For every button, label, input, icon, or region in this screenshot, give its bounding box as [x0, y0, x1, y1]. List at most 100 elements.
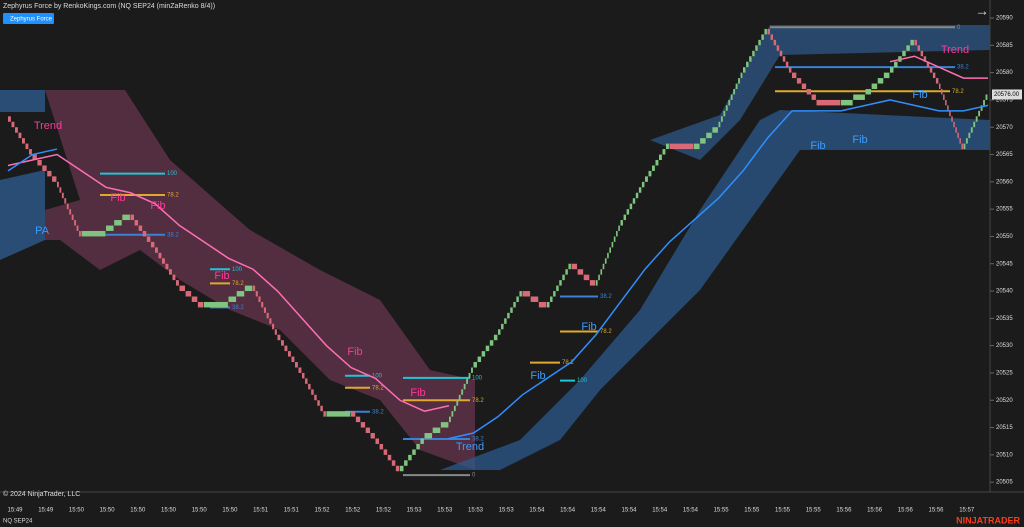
indicator-button-label[interactable]: Zephyrus Force [10, 17, 53, 23]
brick [66, 203, 69, 210]
fib-label: 100 [472, 375, 483, 381]
annotation: Fib [150, 200, 165, 212]
brick [914, 39, 917, 46]
brick [114, 220, 122, 226]
fib-label: 38.2 [600, 294, 612, 300]
brick [79, 230, 81, 237]
brick [725, 105, 728, 111]
brick [562, 274, 565, 281]
brick [134, 220, 139, 226]
renko-segment [914, 39, 939, 84]
brick [176, 280, 179, 286]
brick [481, 351, 486, 357]
y-tick-label: 20525 [996, 371, 1013, 377]
renko-segment [253, 285, 277, 335]
brick [513, 301, 516, 308]
renko-segment [473, 334, 498, 368]
renko-segment [792, 72, 816, 100]
brick [841, 99, 853, 106]
brick [391, 460, 396, 466]
indicator-button[interactable] [3, 13, 54, 24]
fib-label: 0 [472, 473, 476, 479]
brick [52, 176, 57, 182]
x-tick-label: 15:56 [928, 508, 944, 514]
brick [632, 198, 636, 204]
trend-line [7, 55, 988, 412]
brick [626, 209, 630, 215]
y-tick-label: 20550 [996, 234, 1013, 240]
brick [71, 214, 74, 221]
brick [600, 269, 603, 275]
y-tick-label: 20570 [996, 125, 1013, 131]
brick [975, 116, 978, 122]
brick [507, 312, 510, 319]
brick [788, 67, 792, 73]
brick [32, 154, 37, 160]
brick [432, 427, 441, 434]
brick [730, 94, 733, 100]
brick [504, 318, 507, 324]
nav-arrow[interactable]: → [975, 3, 989, 19]
brick [471, 367, 473, 373]
brick [767, 28, 770, 35]
brick [314, 394, 317, 401]
brick [712, 127, 718, 133]
fib-label: 0 [957, 25, 961, 31]
brick [609, 247, 611, 253]
brick [47, 170, 52, 177]
brick [516, 296, 519, 302]
brick [970, 127, 973, 133]
fib-label: 78.2 [952, 89, 964, 95]
brick [917, 45, 921, 51]
brick [645, 176, 648, 182]
brick [906, 45, 910, 51]
brick [902, 50, 906, 57]
brick [949, 110, 951, 117]
brick [370, 433, 375, 439]
renko-segment [571, 263, 596, 286]
brick [375, 438, 379, 444]
band [0, 170, 45, 260]
price-badge [992, 89, 1022, 100]
y-tick-label: 20545 [996, 261, 1013, 267]
renko-segment [81, 230, 106, 237]
brick [776, 45, 780, 51]
brick [758, 39, 761, 46]
brick [158, 252, 162, 259]
brick [550, 296, 553, 302]
brick [865, 89, 872, 95]
brick [806, 89, 811, 95]
y-tick-label: 20530 [996, 343, 1013, 349]
brick [81, 230, 106, 237]
brick [261, 301, 264, 308]
brick [738, 78, 740, 84]
fib-label: 38.2 [372, 409, 384, 415]
fib-label: 38.2 [167, 232, 179, 238]
x-tick-label: 15:50 [100, 508, 116, 514]
x-tick-label: 15:50 [69, 508, 85, 514]
renko-segment [743, 28, 767, 73]
brick [22, 138, 25, 144]
brick [641, 181, 645, 188]
brick [395, 465, 400, 472]
brick [811, 94, 816, 100]
annotation: Fib [410, 387, 425, 399]
renko-segment [498, 291, 522, 335]
brick [162, 258, 165, 264]
brick [146, 236, 151, 242]
renko-segment [179, 285, 204, 308]
brick [191, 296, 198, 302]
renko-segment [204, 301, 228, 308]
brick [360, 422, 366, 428]
fib-label: 100 [232, 267, 243, 273]
renko-segment [302, 372, 326, 417]
brick [64, 198, 67, 204]
y-tick-label: 20580 [996, 70, 1013, 76]
brick [613, 236, 616, 242]
brick [420, 438, 424, 444]
x-tick-label: 15:49 [38, 508, 54, 514]
brick [577, 269, 584, 275]
brick [623, 214, 627, 221]
brick [138, 225, 143, 231]
annotation: Fib [214, 270, 229, 282]
